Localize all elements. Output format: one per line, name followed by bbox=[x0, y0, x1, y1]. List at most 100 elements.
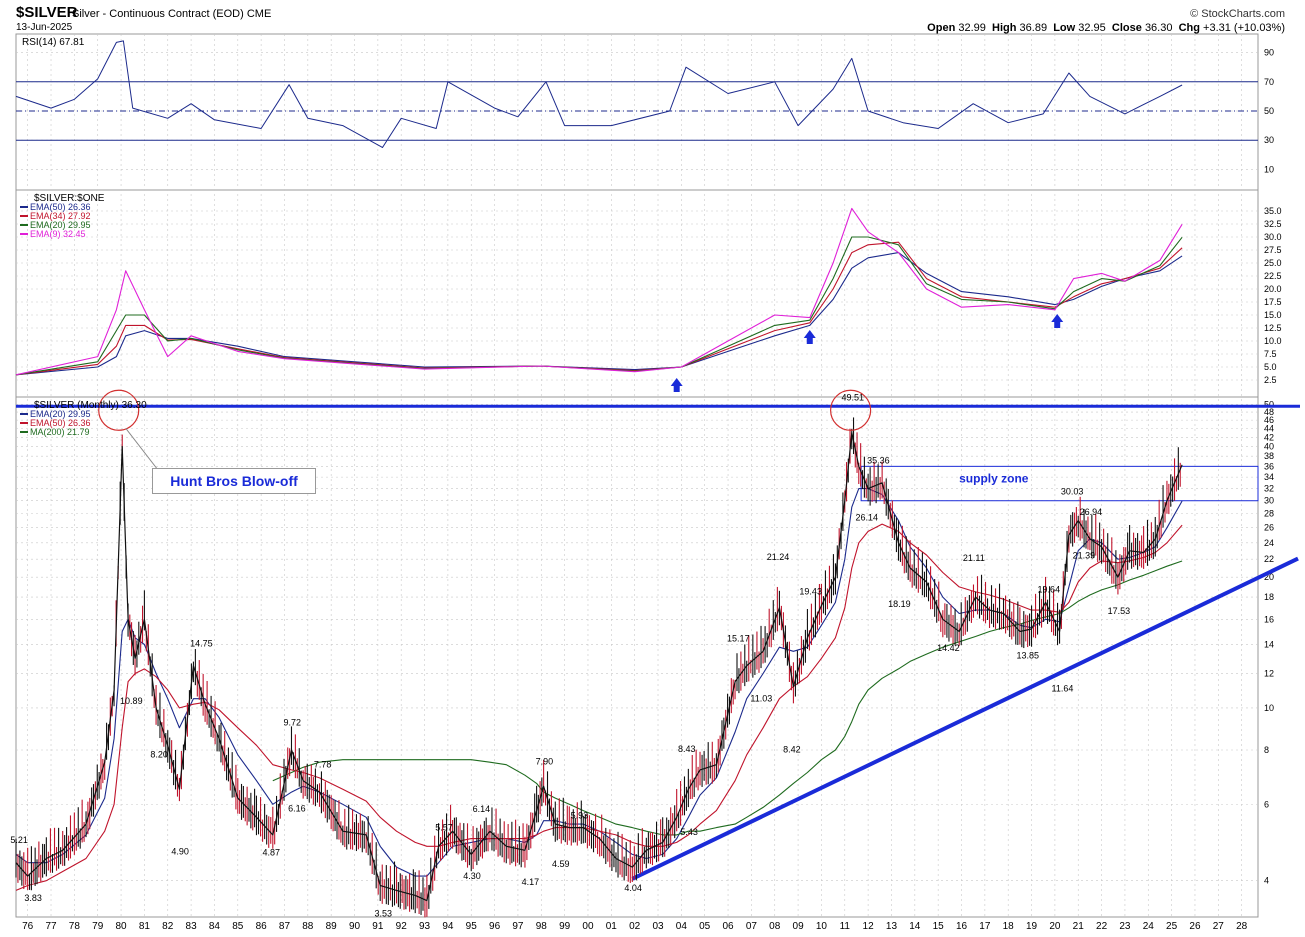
price-point-label: 5.21 bbox=[10, 835, 28, 845]
price-legend-item: EMA(20) 29.95 bbox=[30, 409, 91, 419]
stockcharts-brand[interactable]: © StockCharts.com bbox=[1190, 8, 1285, 20]
price-point-label: 18.19 bbox=[888, 599, 911, 609]
low-value: 32.95 bbox=[1078, 22, 1106, 34]
ratio-legend-item: EMA(50) 26.36 bbox=[30, 202, 91, 212]
rsi-tick-label: 30 bbox=[1264, 135, 1274, 145]
rsi-tick-label: 70 bbox=[1264, 77, 1274, 87]
price-tick-label: 32 bbox=[1264, 484, 1274, 494]
price-point-label: 6.14 bbox=[473, 804, 491, 814]
price-tick-label: 18 bbox=[1264, 592, 1274, 602]
x-tick-label: 08 bbox=[769, 921, 781, 932]
x-tick-label: 23 bbox=[1119, 921, 1131, 932]
x-tick-label: 16 bbox=[956, 921, 968, 932]
x-tick-label: 87 bbox=[279, 921, 291, 932]
price-tick-label: 16 bbox=[1264, 614, 1274, 624]
x-tick-label: 20 bbox=[1049, 921, 1061, 932]
x-tick-label: 84 bbox=[209, 921, 221, 932]
rsi-tick-label: 50 bbox=[1264, 106, 1274, 116]
price-point-label: 11.03 bbox=[750, 693, 772, 703]
x-tick-label: 03 bbox=[652, 921, 664, 932]
ratio-tick-label: 15.0 bbox=[1264, 310, 1282, 320]
price-point-label: 10.89 bbox=[120, 696, 143, 706]
price-tick-label: 38 bbox=[1264, 451, 1274, 461]
price-legend-item: EMA(50) 26.36 bbox=[30, 418, 91, 428]
price-tick-label: 50 bbox=[1264, 399, 1274, 409]
high-value: 36.89 bbox=[1019, 22, 1048, 34]
ratio-tick-label: 22.5 bbox=[1264, 271, 1282, 281]
x-tick-label: 77 bbox=[45, 921, 57, 932]
price-point-label: 30.03 bbox=[1061, 487, 1084, 497]
price-point-label: 17.53 bbox=[1108, 606, 1131, 616]
price-ma-line bbox=[15, 523, 1183, 891]
price-point-label: 49.51 bbox=[841, 392, 864, 402]
ratio-tick-label: 20.0 bbox=[1264, 284, 1282, 294]
x-tick-label: 92 bbox=[396, 921, 408, 932]
price-point-label: 9.72 bbox=[283, 717, 301, 727]
ratio-legend-item: EMA(9) 32.45 bbox=[30, 229, 86, 239]
ratio-tick-label: 25.0 bbox=[1264, 258, 1282, 268]
price-point-label: 5.93 bbox=[571, 810, 589, 820]
price-point-label: 4.04 bbox=[624, 883, 642, 893]
rsi-tick-label: 90 bbox=[1264, 48, 1274, 58]
price-point-label: 21.39 bbox=[1073, 551, 1096, 561]
x-tick-label: 82 bbox=[162, 921, 174, 932]
price-point-label: 19.64 bbox=[1038, 585, 1061, 595]
chg-label: Chg bbox=[1178, 22, 1200, 34]
price-point-label: 15.17 bbox=[727, 633, 750, 643]
x-tick-label: 05 bbox=[699, 921, 711, 932]
price-point-label: 19.43 bbox=[799, 587, 822, 597]
callout-connector bbox=[125, 427, 159, 471]
x-tick-label: 86 bbox=[256, 921, 268, 932]
x-tick-label: 89 bbox=[326, 921, 338, 932]
price-point-label: 11.64 bbox=[1052, 683, 1074, 693]
rsi-label: RSI(14) 67.81 bbox=[22, 37, 85, 48]
price-point-label: 26.94 bbox=[1080, 507, 1103, 517]
x-tick-label: 27 bbox=[1213, 921, 1225, 932]
x-tick-label: 76 bbox=[22, 921, 34, 932]
x-tick-label: 01 bbox=[606, 921, 618, 932]
price-tick-label: 42 bbox=[1264, 432, 1274, 442]
chart-instrument-name: Silver - Continuous Contract (EOD) CME bbox=[72, 8, 272, 20]
x-tick-label: 13 bbox=[886, 921, 898, 932]
x-tick-label: 09 bbox=[793, 921, 805, 932]
x-tick-label: 94 bbox=[442, 921, 454, 932]
price-tick-label: 48 bbox=[1264, 407, 1274, 417]
price-point-label: 8.43 bbox=[678, 744, 696, 754]
price-tick-label: 26 bbox=[1264, 523, 1274, 533]
close-label: Close bbox=[1111, 22, 1142, 34]
price-tick-label: 46 bbox=[1264, 415, 1274, 425]
price-point-label: 14.75 bbox=[190, 639, 213, 649]
price-point-label: 3.83 bbox=[24, 893, 42, 903]
ratio-tick-label: 17.5 bbox=[1264, 297, 1282, 307]
price-label: $SILVER (Monthly) 36.30 bbox=[34, 400, 147, 411]
price-tick-label: 30 bbox=[1264, 496, 1274, 506]
uptrend-line bbox=[631, 556, 1299, 881]
x-tick-label: 17 bbox=[979, 921, 991, 932]
price-tick-label: 28 bbox=[1264, 509, 1274, 519]
price-tick-label: 22 bbox=[1264, 554, 1274, 564]
x-tick-label: 07 bbox=[746, 921, 758, 932]
x-tick-label: 98 bbox=[536, 921, 548, 932]
ratio-tick-label: 7.5 bbox=[1264, 349, 1277, 359]
price-point-label: 4.59 bbox=[552, 859, 570, 869]
price-tick-label: 4 bbox=[1264, 876, 1269, 886]
price-point-label: 8.20 bbox=[150, 749, 168, 759]
ratio-tick-label: 27.5 bbox=[1264, 245, 1282, 255]
x-tick-label: 88 bbox=[302, 921, 314, 932]
price-point-label: 14.42 bbox=[937, 643, 960, 653]
buy-arrow-icon bbox=[1051, 314, 1064, 328]
x-tick-label: 14 bbox=[909, 921, 921, 932]
price-point-label: 3.53 bbox=[375, 908, 393, 918]
x-tick-label: 21 bbox=[1073, 921, 1085, 932]
price-point-label: 35.36 bbox=[867, 456, 890, 466]
ratio-tick-label: 35.0 bbox=[1264, 206, 1282, 216]
price-point-label: 26.14 bbox=[855, 513, 878, 523]
close-value: 36.30 bbox=[1144, 22, 1173, 34]
price-point-label: 5.43 bbox=[680, 827, 698, 837]
price-tick-label: 34 bbox=[1264, 472, 1274, 482]
price-point-label: 13.85 bbox=[1017, 650, 1040, 660]
price-tick-label: 40 bbox=[1264, 441, 1274, 451]
x-tick-label: 85 bbox=[232, 921, 244, 932]
price-tick-label: 24 bbox=[1264, 538, 1274, 548]
x-tick-label: 18 bbox=[1003, 921, 1015, 932]
